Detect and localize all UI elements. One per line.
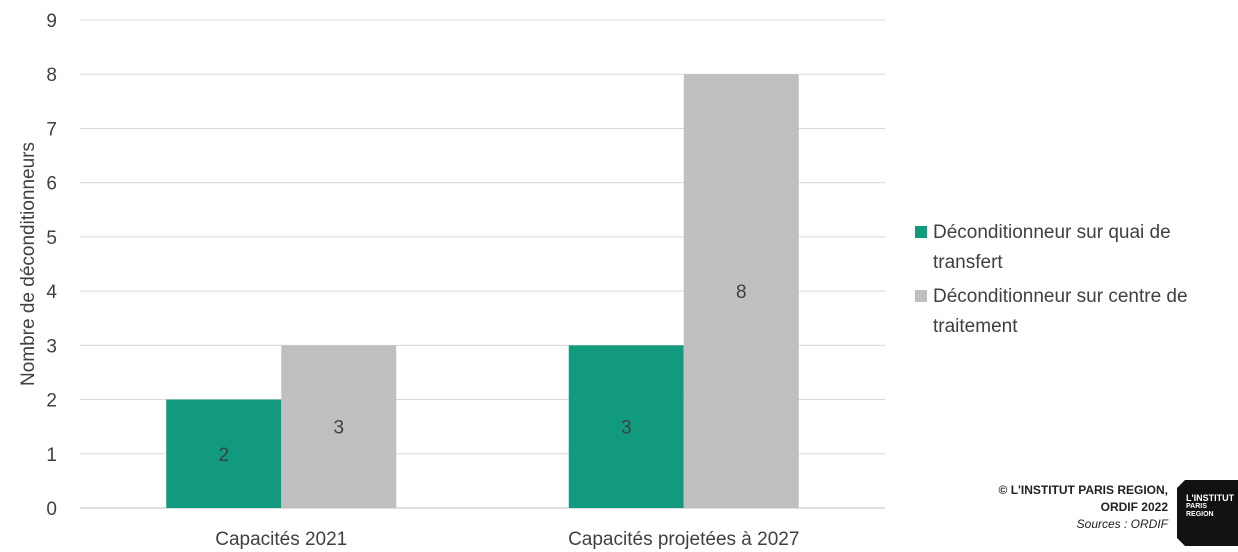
legend: Déconditionneur sur quai de transfert Dé… <box>913 218 1238 346</box>
bar <box>568 345 684 508</box>
legend-item-traitement: Déconditionneur sur centre de traitement <box>913 282 1238 342</box>
bar <box>683 74 799 508</box>
legend-swatch-traitement <box>915 290 927 302</box>
y-tick-label: 9 <box>46 11 57 32</box>
credits-source: Sources : ORDIF <box>1076 517 1168 531</box>
y-axis-title: Nombre de déconditionneurs <box>18 142 39 386</box>
logo-line2: PARIS <box>1186 503 1207 510</box>
bar-chart: 0 1 2 3 4 5 6 7 8 9 Nombre de déconditionneurs 2 3 Ca… <box>18 11 885 550</box>
y-tick-label: 7 <box>46 119 57 140</box>
legend-item-transfert: Déconditionneur sur quai de transfert <box>913 218 1238 278</box>
y-tick-label: 2 <box>46 391 57 412</box>
logo-line1: L'INSTITUT <box>1186 493 1235 503</box>
legend-label-traitement-line2: traitement <box>933 316 1018 337</box>
credits-line2: ORDIF 2022 <box>1100 500 1168 514</box>
credits-line1: © L'INSTITUT PARIS REGION, <box>998 483 1168 497</box>
y-tick-label: 0 <box>46 499 57 520</box>
logo-line3: REGION <box>1186 511 1214 518</box>
y-tick-label: 8 <box>46 65 57 86</box>
logo-text: L'INSTITUT PARIS REGION <box>1186 493 1234 519</box>
y-tick-label: 6 <box>46 174 57 195</box>
bar <box>166 399 282 508</box>
data-label: 3 <box>333 418 344 439</box>
data-label: 2 <box>218 445 229 466</box>
legend-swatch-transfert <box>915 226 927 238</box>
y-tick-label: 1 <box>46 445 57 466</box>
y-tick-label: 3 <box>46 336 57 357</box>
y-tick-label: 5 <box>46 228 57 249</box>
data-label: 3 <box>621 418 632 439</box>
data-label: 8 <box>736 282 747 303</box>
y-tick-label: 4 <box>46 282 57 303</box>
x-tick-label: Capacités 2021 <box>215 529 347 550</box>
x-tick-label: Capacités projetées à 2027 <box>568 529 799 550</box>
legend-label-traitement-line1: Déconditionneur sur centre de <box>933 286 1188 307</box>
credits: © L'INSTITUT PARIS REGION, ORDIF 2022 So… <box>930 482 1168 533</box>
legend-label-transfert-line2: transfert <box>933 252 1003 273</box>
bar <box>281 345 397 508</box>
legend-label-transfert-line1: Déconditionneur sur quai de <box>933 222 1171 243</box>
institut-logo <box>1177 480 1238 546</box>
